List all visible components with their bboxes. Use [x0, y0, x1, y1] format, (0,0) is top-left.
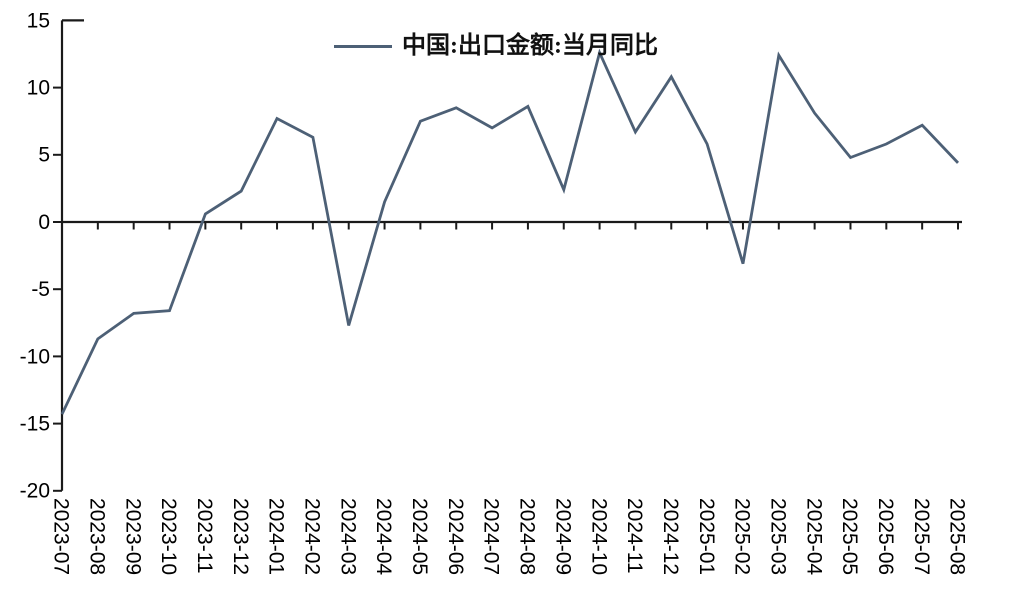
y-tick-label: 0 — [38, 211, 50, 234]
y-tick-label: 10 — [27, 77, 50, 100]
x-tick-label: 2024-06 — [444, 498, 467, 575]
x-tick-label: 2024-02 — [301, 498, 324, 575]
x-tick-label: 2025-07 — [910, 498, 933, 575]
x-tick-label: 2023-08 — [85, 498, 108, 575]
x-tick-label: 2025-01 — [695, 498, 718, 575]
x-tick-label: 2025-02 — [731, 498, 754, 575]
x-tick-label: 2025-06 — [874, 498, 897, 575]
x-tick-label: 2024-03 — [336, 498, 359, 575]
y-tick-label: -10 — [20, 345, 50, 368]
y-tick-label: -15 — [20, 413, 50, 436]
x-tick-label: 2023-07 — [50, 498, 73, 575]
x-tick-label: 2024-01 — [265, 498, 288, 575]
y-tick-label: 15 — [27, 9, 50, 32]
x-tick-label: 2024-05 — [408, 498, 431, 575]
y-tick-label: -20 — [20, 480, 50, 503]
x-tick-label: 2024-12 — [659, 498, 682, 575]
x-tick-label: 2024-11 — [623, 498, 646, 574]
series-line — [60, 48, 960, 415]
legend-line-swatch — [334, 44, 392, 48]
x-tick-label: 2025-08 — [946, 498, 969, 575]
x-tick-label: 2024-10 — [587, 498, 610, 575]
x-tick-label: 2023-11 — [193, 498, 216, 574]
x-tick-label: 2024-04 — [372, 498, 395, 575]
chart-legend: 中国:出口金额:当月同比 — [334, 34, 658, 58]
x-tick-label: 2023-09 — [121, 498, 144, 575]
x-tick-label: 2023-10 — [157, 498, 180, 575]
x-tick-label: 2025-04 — [802, 498, 825, 575]
x-tick-label: 2024-09 — [551, 498, 574, 575]
x-tick-label: 2024-08 — [516, 498, 539, 575]
x-tick-label: 2025-05 — [838, 498, 861, 575]
y-tick-label: 5 — [38, 144, 50, 167]
x-tick-label: 2023-12 — [229, 498, 252, 575]
x-tick-label: 2024-07 — [480, 498, 503, 575]
legend-label: 中国:出口金额:当月同比 — [402, 33, 658, 59]
y-tick-label: -5 — [31, 278, 50, 301]
x-tick-label: 2025-03 — [766, 498, 789, 575]
